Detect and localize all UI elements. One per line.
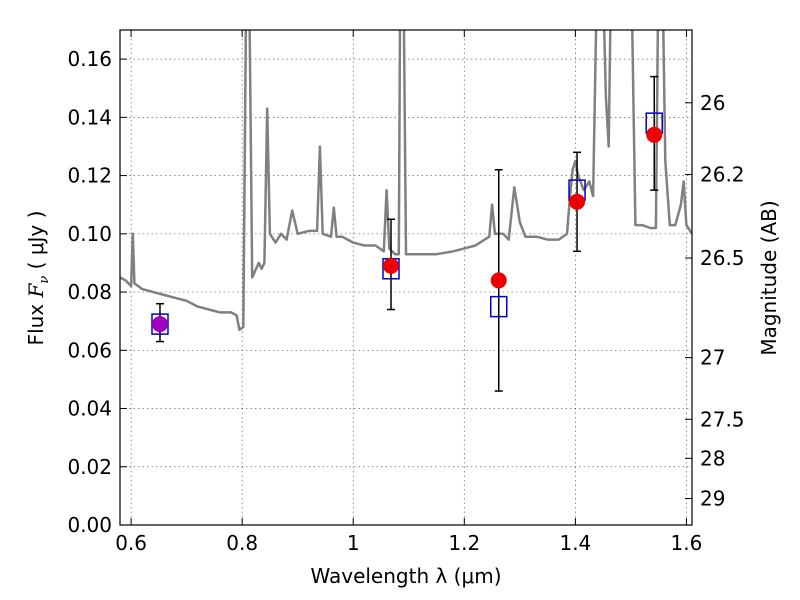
x-tick-label: 0.6 — [115, 531, 147, 555]
right-axis-label: Magnitude (AB) — [757, 200, 781, 355]
y-tick-label: 0.06 — [67, 338, 112, 362]
observed-point — [569, 193, 586, 210]
axis-ticks: 0.6 0.8 1 1.2 1.4 1.6 0.00 0.02 0.04 0.06 0.08 0.10… — [67, 30, 745, 555]
x-tick-label: 0.8 — [226, 531, 258, 555]
y-tick-label: 0.16 — [67, 47, 112, 71]
y-tick-label: 0.14 — [67, 105, 112, 129]
y-tick-label: 0.04 — [67, 397, 112, 421]
model-square-marker — [489, 295, 508, 318]
right-tick-label: 27 — [700, 346, 725, 370]
right-tick-label: 28 — [700, 446, 725, 470]
x-tick-label: 1.6 — [671, 531, 703, 555]
observed-point — [383, 257, 400, 274]
y-tick-label: 0.12 — [67, 164, 112, 188]
observed-point — [151, 316, 168, 333]
right-tick-label: 26 — [700, 91, 725, 115]
right-tick-label: 27.5 — [700, 407, 745, 431]
observed-point — [490, 272, 507, 289]
x-tick-label: 1.4 — [559, 531, 591, 555]
right-tick-label: 26.5 — [700, 246, 745, 270]
observed-point — [646, 126, 663, 143]
y-axis-label: Flux Fν ( μJy ) — [24, 211, 52, 346]
x-tick-label: 1 — [347, 531, 360, 555]
y-tick-label: 0.02 — [67, 455, 112, 479]
right-tick-label: 29 — [700, 487, 725, 511]
x-tick-label: 1.2 — [448, 531, 480, 555]
x-axis-label: Wavelength λ (μm) — [310, 564, 501, 588]
spectrum-line — [120, 30, 692, 332]
y-tick-label: 0.10 — [67, 222, 112, 246]
y-tick-label: 0.00 — [67, 513, 112, 537]
plot-frame — [119, 29, 693, 526]
right-tick-label: 26.2 — [700, 162, 745, 186]
y-tick-label: 0.08 — [67, 280, 112, 304]
plot-area — [120, 30, 692, 392]
